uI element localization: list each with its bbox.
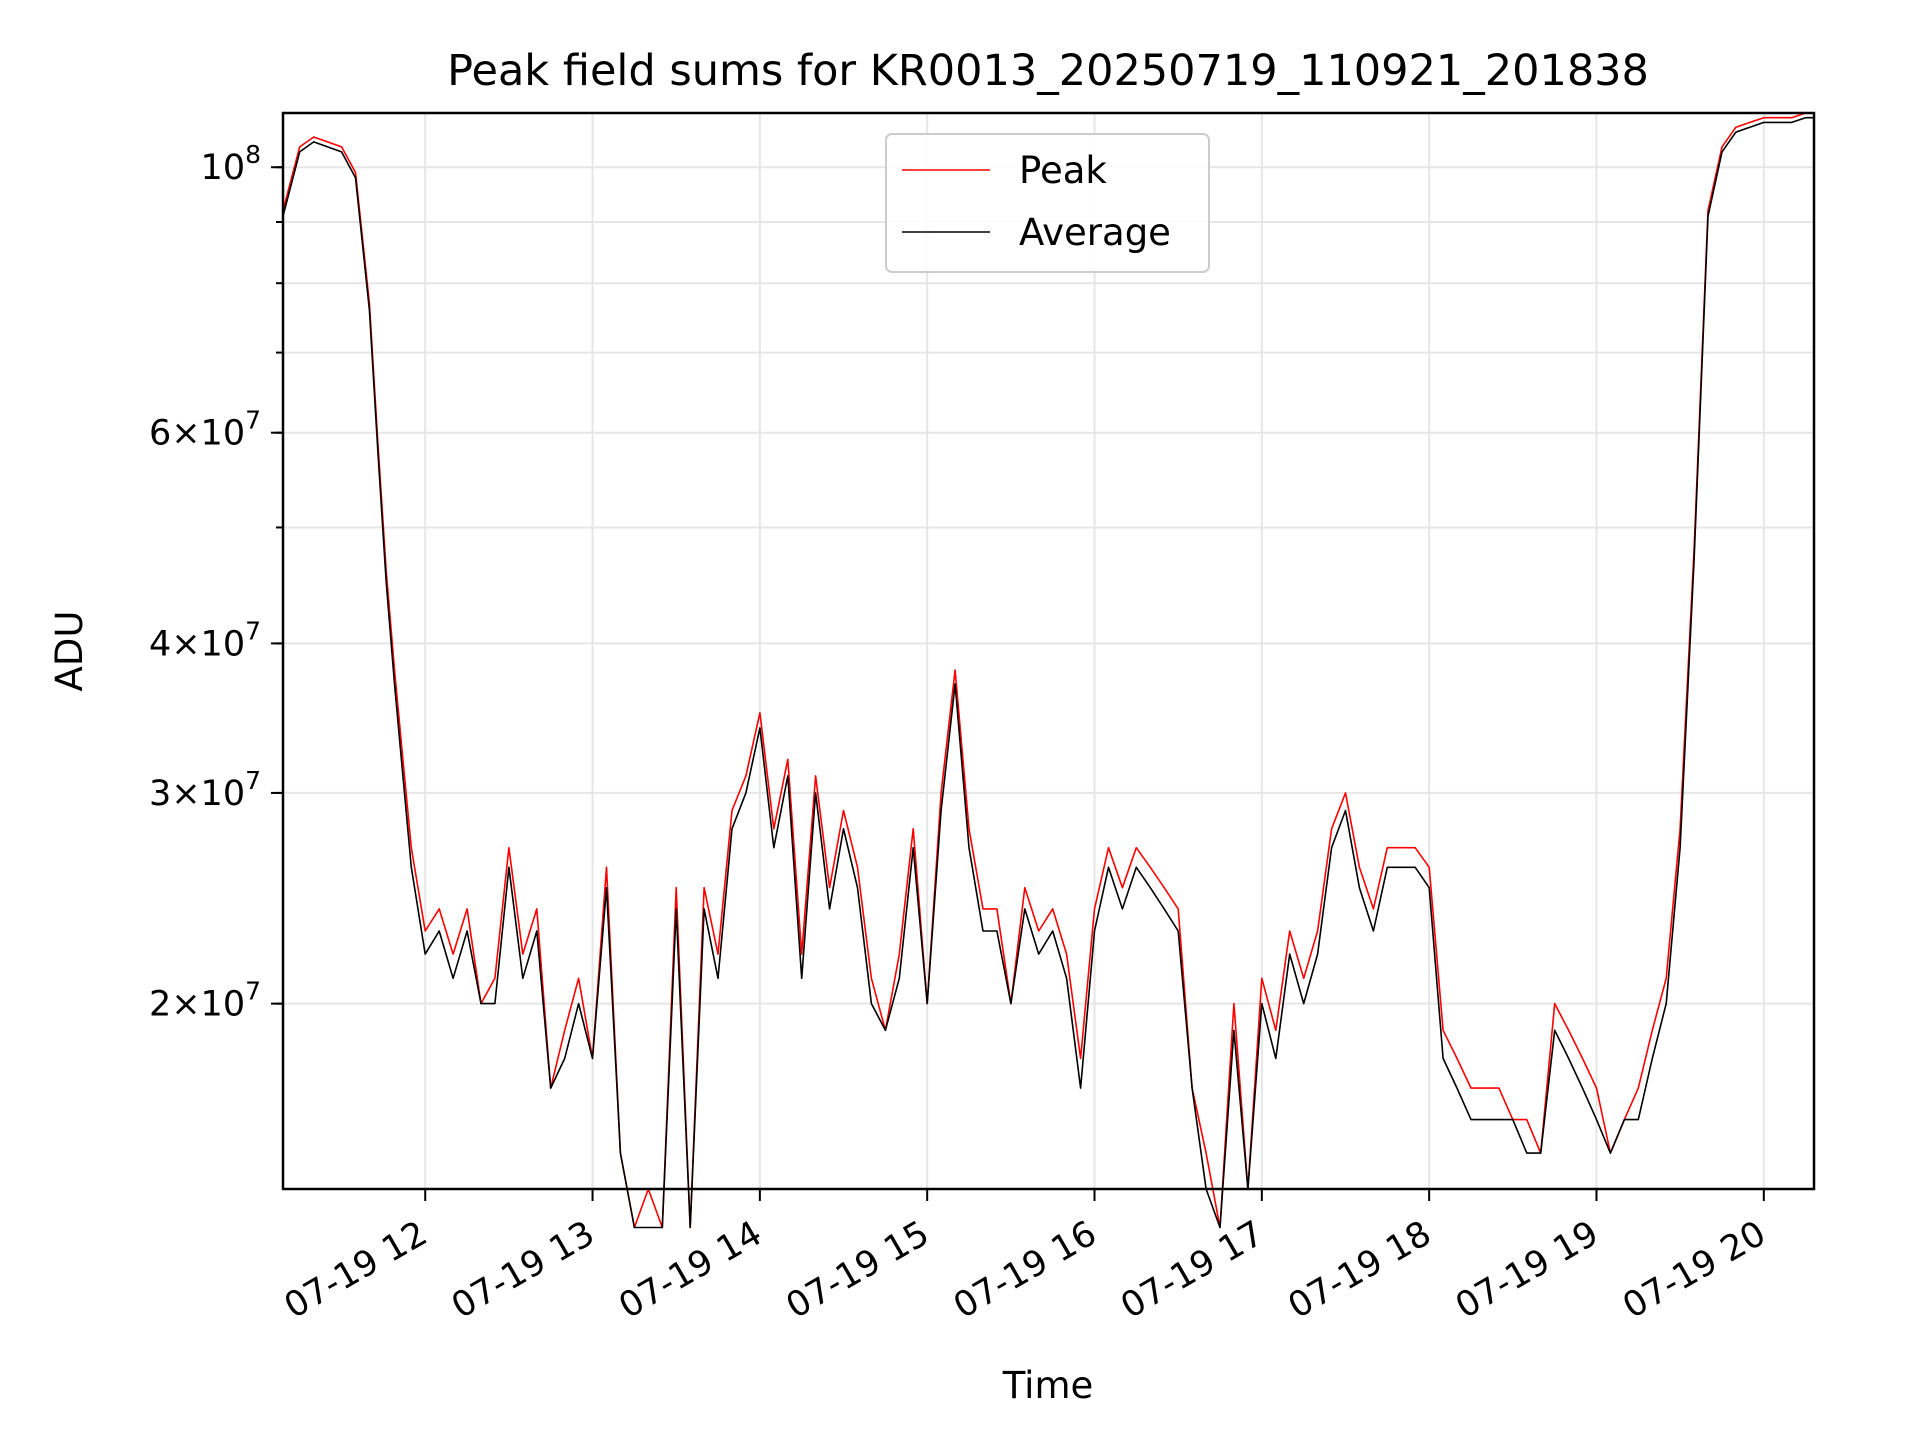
y-tick-label: 3×107 bbox=[149, 766, 261, 814]
plot-lines bbox=[282, 112, 1814, 1229]
legend-average-label: Average bbox=[1019, 211, 1171, 254]
y-axis: 108 6×107 4×107 3×107 2×107 bbox=[149, 140, 283, 1025]
average-series-line bbox=[282, 116, 1814, 1229]
y-tick-label: 108 bbox=[201, 140, 261, 188]
legend-peak-label: Peak bbox=[1019, 149, 1107, 192]
y-axis-label: ADU bbox=[48, 611, 91, 692]
legend-box bbox=[885, 133, 1210, 273]
y-tick-label: 4×107 bbox=[149, 616, 261, 664]
peak-series-line bbox=[282, 112, 1814, 1229]
y-tick-label: 2×107 bbox=[149, 977, 261, 1025]
plot-frame bbox=[281, 111, 1816, 1191]
grid bbox=[283, 113, 1814, 1189]
x-axis-label: Time bbox=[1002, 1364, 1094, 1407]
y-tick-label: 6×107 bbox=[149, 406, 261, 454]
chart-title: Peak field sums for KR0013_20250719_1109… bbox=[447, 46, 1649, 96]
legend: Peak Average bbox=[885, 133, 1210, 273]
